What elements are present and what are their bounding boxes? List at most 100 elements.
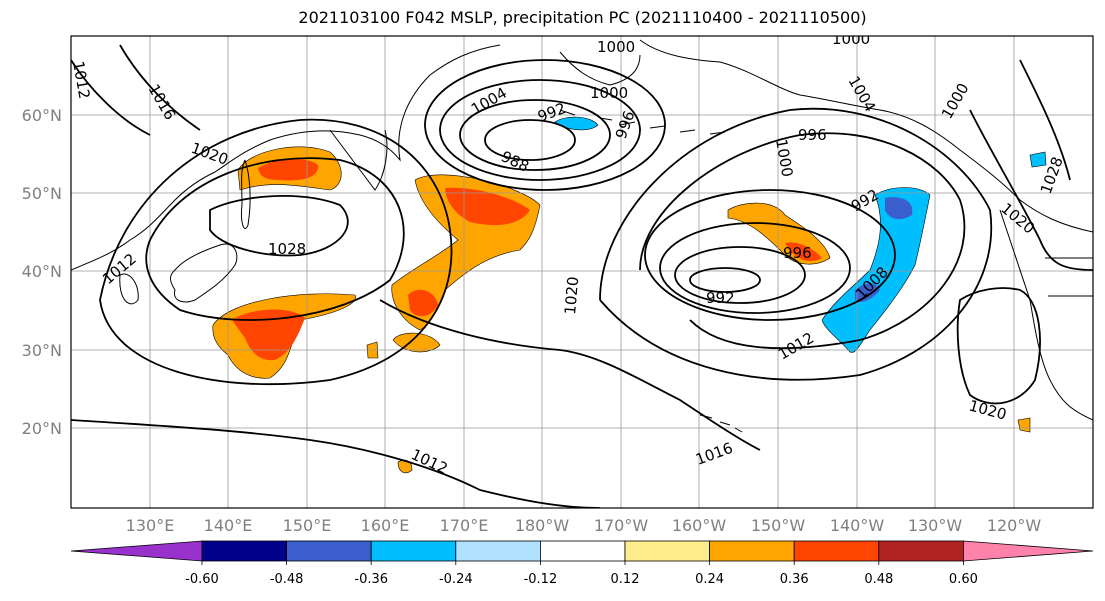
precip-strong-area <box>258 158 319 181</box>
korea-coastline <box>119 273 139 305</box>
precip-strong-area <box>785 242 822 262</box>
lon-label: 180°W <box>515 516 570 535</box>
colorbar-tick-label: -0.36 <box>354 572 388 587</box>
map-frame <box>70 35 1094 509</box>
map-canvas: 1000 1000 1012 1016 1020 1004 992 988 99… <box>69 30 1093 508</box>
sakhalin-coastline <box>241 159 251 229</box>
precip-strong-area <box>445 187 530 226</box>
lon-label: 140°W <box>830 516 885 535</box>
colorbar-extend-low <box>70 540 203 562</box>
isobar-label: 1028 <box>268 240 306 258</box>
lon-label: 160°E <box>361 516 410 535</box>
lon-label: 140°E <box>204 516 253 535</box>
bering-coastline <box>559 51 641 86</box>
colorbar-tick-label: 0.48 <box>864 572 893 587</box>
colorbar-segment <box>455 540 541 562</box>
colorbar-segment <box>793 540 880 562</box>
isobar-label: 992 <box>706 289 735 307</box>
isobar <box>459 99 611 171</box>
isobar <box>644 189 896 321</box>
isobar-label: 996 <box>798 126 827 144</box>
north-america-coastline <box>999 209 1093 421</box>
asia-coastline <box>71 44 501 271</box>
japan-coastline <box>170 243 238 303</box>
isobar <box>99 118 453 386</box>
colorbar-tick-label: -0.48 <box>270 572 304 587</box>
lon-label: 170°W <box>594 516 649 535</box>
isobar <box>674 246 806 304</box>
map-gridlines <box>71 36 1093 508</box>
precip-strong-negative-area <box>855 283 880 302</box>
colorbar-tick-label: 0.36 <box>780 572 809 587</box>
isobar <box>379 299 761 451</box>
lat-label: 30°N <box>22 341 62 360</box>
colorbar <box>70 540 1094 562</box>
isobar <box>639 132 966 350</box>
colorbar-segment <box>201 540 287 562</box>
colorbar-segment <box>878 540 964 562</box>
colorbar-segment <box>624 540 710 562</box>
isobars <box>71 44 1093 508</box>
colorbar-tick-label: 0.60 <box>949 572 978 587</box>
isobar <box>1019 59 1071 181</box>
isobar <box>145 157 405 321</box>
precip-strong-negative-area <box>885 197 913 220</box>
colorbar-tick-label: -0.24 <box>439 572 473 587</box>
map-title: 2021103100 F042 MSLP, precipitation PC (… <box>298 8 867 27</box>
colorbar-tick-label: 0.12 <box>611 572 640 587</box>
lon-label: 130°W <box>908 516 963 535</box>
lat-label: 20°N <box>22 419 62 438</box>
colorbar-tick-label: -0.60 <box>185 572 219 587</box>
isobar-label: 1012 <box>69 60 93 101</box>
isobar-label: 1020 <box>561 276 582 316</box>
lat-label: 60°N <box>22 106 62 125</box>
us-border <box>1045 257 1093 297</box>
isobar <box>209 195 349 257</box>
lat-label: 40°N <box>22 262 62 281</box>
lon-label: 170°E <box>440 516 489 535</box>
colorbar-labels: -0.60 -0.48 -0.36 -0.24 -0.12 0.12 0.24 … <box>185 572 978 587</box>
precip-strong-area <box>408 289 438 317</box>
isobar-low-center <box>689 267 761 293</box>
colorbar-extend-high <box>963 540 1094 562</box>
isobar-low-center <box>484 119 576 161</box>
colorbar-segment <box>709 540 795 562</box>
kamchatka-coastline <box>329 129 388 191</box>
isobar <box>71 59 151 136</box>
precip-negative-area <box>1029 151 1047 168</box>
isobar-label: 1000 <box>597 38 635 56</box>
colorbar-segment <box>370 540 457 562</box>
isobar <box>659 222 851 314</box>
precip-negative-area <box>821 187 931 353</box>
lon-label: 150°E <box>283 516 332 535</box>
isobar <box>969 109 1093 271</box>
coastlines <box>71 39 1093 433</box>
longitude-labels: 130°E 140°E 150°E 160°E 170°E 180°W 170°… <box>126 516 1042 535</box>
precip-negative-area <box>554 116 599 131</box>
precip-strong-area <box>232 309 305 361</box>
colorbar-segment <box>540 540 626 562</box>
colorbar-segment <box>286 540 372 562</box>
colorbar-ticks <box>201 561 964 565</box>
isobar <box>439 79 641 181</box>
lat-label: 50°N <box>22 184 62 203</box>
precip-shading <box>212 116 1047 474</box>
isobar <box>71 419 601 508</box>
lon-label: 150°W <box>751 516 806 535</box>
precip-positive-area <box>1017 417 1031 433</box>
isobar <box>424 59 666 191</box>
latitude-labels: 60°N 50°N 40°N 30°N 20°N <box>22 106 62 438</box>
isobar-label: 1000 <box>590 84 628 102</box>
colorbar-tick-label: 0.24 <box>695 572 724 587</box>
colorbar-tick-label: -0.12 <box>524 572 558 587</box>
isobar <box>599 107 993 381</box>
isobar-label: 1000 <box>832 30 870 48</box>
aleutian-islands <box>559 109 726 135</box>
lon-label: 130°E <box>126 516 175 535</box>
isobar-label: 996 <box>783 244 812 262</box>
lon-label: 160°W <box>672 516 727 535</box>
isobar <box>119 44 201 131</box>
alaska-coastline <box>639 39 1093 233</box>
isobar <box>956 287 1041 405</box>
